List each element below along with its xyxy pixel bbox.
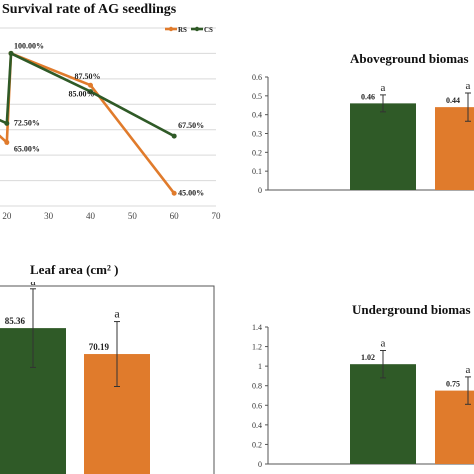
y-tick-label: 1 bbox=[258, 362, 262, 371]
bar-value-label: 85.36 bbox=[5, 316, 26, 326]
y-tick-label: 0.3 bbox=[252, 130, 262, 139]
y-tick-label: 0.1 bbox=[252, 167, 262, 176]
significance-letter: a bbox=[381, 82, 386, 94]
y-tick-label: 0.5 bbox=[252, 92, 262, 101]
underground-chart-title: Underground biomas bbox=[352, 302, 471, 317]
y-tick-label: 0 bbox=[258, 460, 262, 469]
x-tick-label: 70 bbox=[212, 211, 222, 221]
legend-marker-cs bbox=[194, 26, 200, 32]
x-tick-label: 30 bbox=[44, 211, 54, 221]
aboveground-chart-title: Aboveground biomas bbox=[350, 51, 469, 66]
y-tick-label: 0.2 bbox=[252, 440, 262, 449]
bar-value-label: 70.19 bbox=[89, 342, 110, 352]
data-label: 45.00% bbox=[178, 188, 204, 197]
bar-value-label: 0.46 bbox=[361, 92, 375, 101]
series-point-rs bbox=[4, 139, 10, 145]
legend-marker-rs bbox=[168, 26, 174, 32]
data-label: 100.00% bbox=[14, 41, 44, 50]
y-tick-label: 0.4 bbox=[252, 111, 262, 120]
y-tick-label: 0 bbox=[258, 186, 262, 195]
significance-letter: a bbox=[30, 282, 36, 288]
legend-label-cs: CS bbox=[204, 26, 213, 34]
x-tick-label: 20 bbox=[2, 211, 12, 221]
series-point-rs bbox=[171, 190, 177, 196]
x-tick-label: 50 bbox=[128, 211, 138, 221]
leaf-area-bar-chart: 85.36 a 70.19 a bbox=[0, 282, 230, 474]
series-point-rs bbox=[88, 82, 93, 88]
y-tick-label: 0.6 bbox=[252, 401, 262, 410]
aboveground-bar-chart: 0 0.1 0.2 0.3 0.4 0.5 0.6 0.46 a 0.44 a bbox=[240, 70, 474, 200]
x-tick-label: 60 bbox=[170, 211, 180, 221]
survival-chart-title: Survival rate of AG seedlings bbox=[2, 2, 177, 17]
bar-cs bbox=[350, 364, 416, 464]
legend-label-rs: RS bbox=[178, 26, 187, 34]
bar-value-label: 1.02 bbox=[361, 353, 375, 362]
y-tick-label: 1.4 bbox=[252, 323, 262, 332]
data-label: 65.00% bbox=[14, 144, 40, 153]
series-point-cs bbox=[8, 50, 14, 56]
x-tick-label: 40 bbox=[86, 211, 96, 221]
plot-frame bbox=[0, 285, 215, 474]
significance-letter: a bbox=[466, 80, 471, 92]
y-tick-label: 0.6 bbox=[252, 73, 262, 82]
underground-bar-chart: 0 0.2 0.4 0.6 0.8 1 1.2 1.4 1.02 a 0.75 a bbox=[240, 320, 474, 474]
data-label: 85.00% bbox=[69, 90, 95, 99]
significance-letter: a bbox=[381, 337, 386, 349]
data-label: 67.50% bbox=[178, 121, 204, 130]
significance-letter: a bbox=[114, 307, 120, 321]
series-point-cs bbox=[88, 89, 93, 95]
y-tick-label: 0.8 bbox=[252, 382, 262, 391]
bar-cs bbox=[350, 103, 416, 190]
y-tick-label: 0.4 bbox=[252, 421, 262, 430]
y-tick-label: 0.2 bbox=[252, 148, 262, 157]
series-point-cs bbox=[4, 120, 10, 126]
data-label: 87.50% bbox=[75, 72, 101, 81]
data-label: 72.50% bbox=[14, 118, 40, 127]
bar-value-label: 0.75 bbox=[446, 380, 460, 389]
survival-line-chart: 20 30 40 50 60 70 65.00% 87.50% 45.00% 72.50% 100.… bbox=[0, 20, 230, 240]
y-tick-label: 1.2 bbox=[252, 343, 262, 352]
significance-letter: a bbox=[466, 364, 471, 376]
leaf-area-chart-title: Leaf area (cm² ) bbox=[30, 262, 119, 277]
series-point-cs bbox=[171, 133, 177, 139]
bar-value-label: 0.44 bbox=[446, 96, 460, 105]
